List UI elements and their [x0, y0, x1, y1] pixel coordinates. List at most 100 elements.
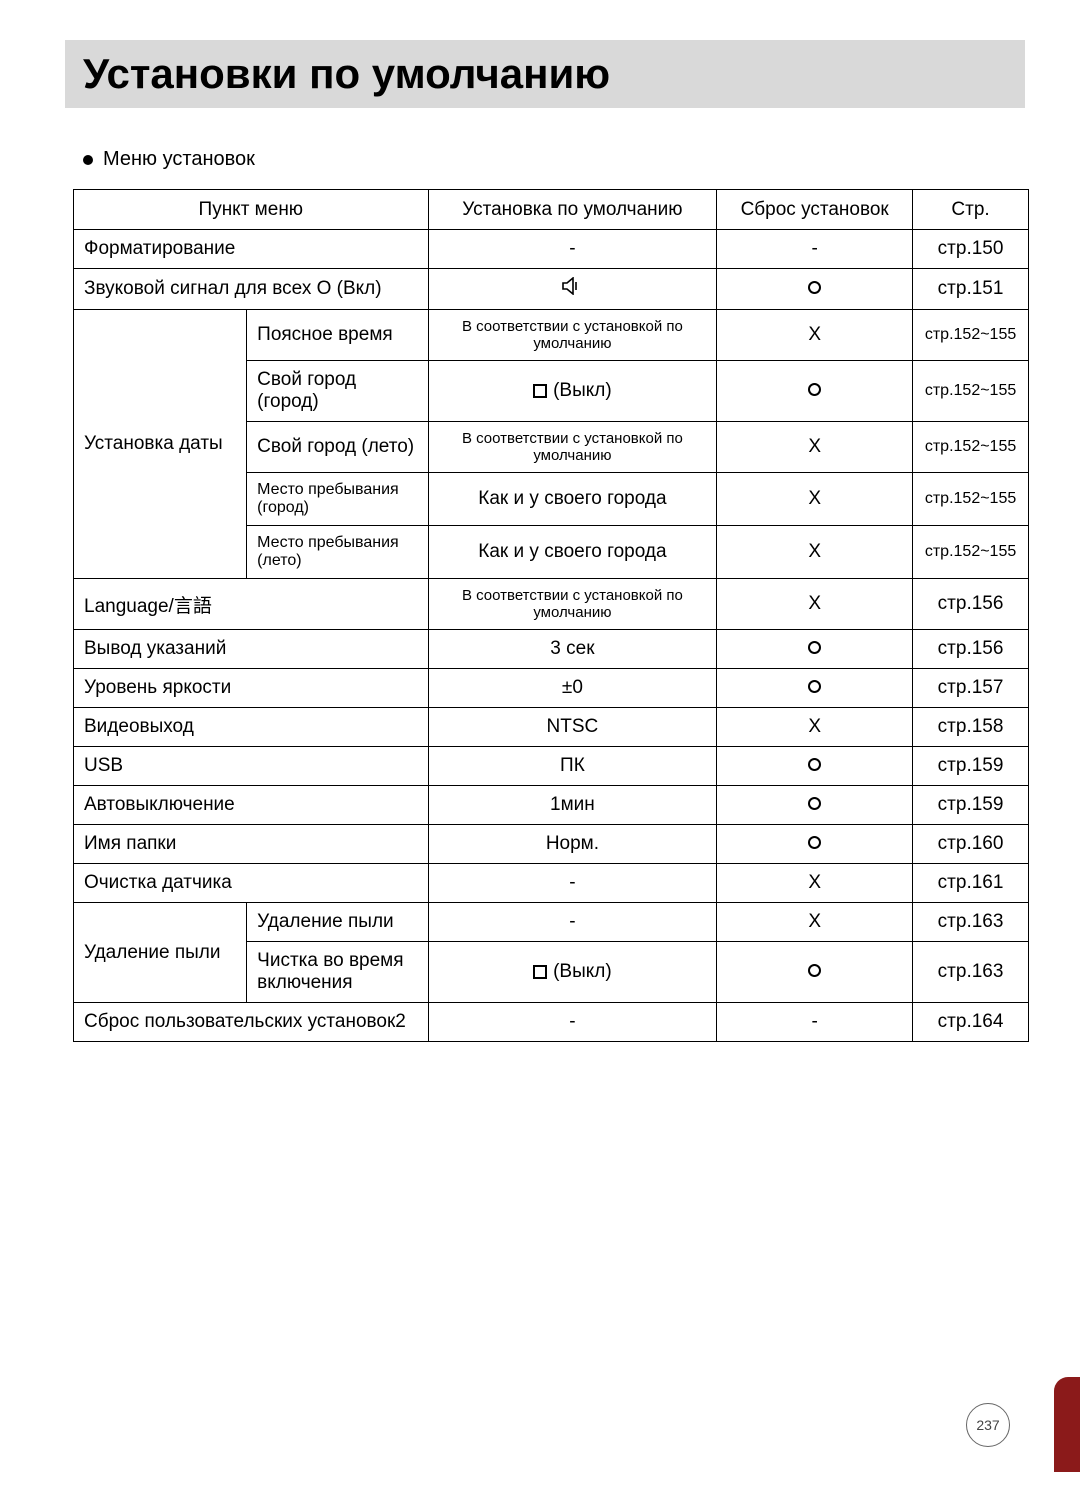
- default-cell: -: [428, 903, 717, 942]
- page-cell: стр.157: [913, 669, 1029, 708]
- menu-cell: Автовыключение: [74, 786, 429, 825]
- table-row: Очистка датчика - X стр.161: [74, 864, 1029, 903]
- settings-table: Пункт меню Установка по умолчанию Сброс …: [73, 189, 1029, 1042]
- page-cell: стр.152~155: [913, 422, 1029, 473]
- page-cell: стр.159: [913, 747, 1029, 786]
- circle-icon: [808, 797, 821, 810]
- page-cell: стр.152~155: [913, 361, 1029, 422]
- page-cell: стр.156: [913, 630, 1029, 669]
- menu-group-cell: Удаление пыли: [74, 903, 247, 1003]
- table-row: Language/言語 В соответствии с установкой …: [74, 579, 1029, 630]
- table-row: Видеовыход NTSC X стр.158: [74, 708, 1029, 747]
- reset-cell: X: [717, 864, 913, 903]
- page-cell: стр.159: [913, 786, 1029, 825]
- table-row: Вывод указаний 3 сек стр.156: [74, 630, 1029, 669]
- reset-cell: [717, 269, 913, 310]
- default-cell: Как и у своего города: [428, 473, 717, 526]
- col-page-header: Стр.: [913, 190, 1029, 230]
- reset-cell: X: [717, 903, 913, 942]
- table-row: Форматирование - - стр.150: [74, 230, 1029, 269]
- page-cell: стр.150: [913, 230, 1029, 269]
- menu-group-cell: Установка даты: [74, 310, 247, 579]
- circle-icon: [808, 383, 821, 396]
- table-row: Сброс пользовательских установок2 - - ст…: [74, 1003, 1029, 1042]
- square-icon: [533, 384, 547, 398]
- default-cell: В соответствии с установкой по умолчанию: [428, 579, 717, 630]
- menu-cell: Сброс пользовательских установок2: [74, 1003, 429, 1042]
- menu-cell: Очистка датчика: [74, 864, 429, 903]
- menu-cell: Имя папки: [74, 825, 429, 864]
- table-row: Удаление пыли Удаление пыли - X стр.163: [74, 903, 1029, 942]
- page-cell: стр.152~155: [913, 310, 1029, 361]
- reset-cell: [717, 669, 913, 708]
- default-cell: Как и у своего города: [428, 526, 717, 579]
- col-reset-header: Сброс установок: [717, 190, 913, 230]
- submenu-cell: Удаление пыли: [247, 903, 428, 942]
- page-cell: стр.164: [913, 1003, 1029, 1042]
- default-cell: -: [428, 864, 717, 903]
- table-row: Звуковой сигнал для всех O (Вкл) стр.151: [74, 269, 1029, 310]
- circle-icon: [808, 836, 821, 849]
- page-cell: стр.160: [913, 825, 1029, 864]
- square-icon: [533, 965, 547, 979]
- submenu-cell: Место пребывания (город): [247, 473, 428, 526]
- table-row: Уровень яркости ±0 стр.157: [74, 669, 1029, 708]
- menu-cell: USB: [74, 747, 429, 786]
- default-cell: ±0: [428, 669, 717, 708]
- menu-cell: Вывод указаний: [74, 630, 429, 669]
- submenu-cell: Место пребывания (лето): [247, 526, 428, 579]
- reset-cell: [717, 361, 913, 422]
- default-cell: (Выкл): [428, 942, 717, 1003]
- page-cell: стр.152~155: [913, 473, 1029, 526]
- circle-icon: [808, 758, 821, 771]
- default-cell: ПК: [428, 747, 717, 786]
- page-cell: стр.163: [913, 942, 1029, 1003]
- circle-icon: [808, 680, 821, 693]
- edge-tab: [1054, 1377, 1080, 1472]
- default-cell: -: [428, 1003, 717, 1042]
- default-cell: 1мин: [428, 786, 717, 825]
- table-header-row: Пункт меню Установка по умолчанию Сброс …: [74, 190, 1029, 230]
- page-cell: стр.163: [913, 903, 1029, 942]
- menu-cell: Форматирование: [74, 230, 429, 269]
- default-cell: В соответствии с установкой по умолчанию: [428, 310, 717, 361]
- table-row: Автовыключение 1мин стр.159: [74, 786, 1029, 825]
- table-row: Установка даты Поясное время В соответст…: [74, 310, 1029, 361]
- section-label: Меню установок: [83, 148, 1025, 171]
- reset-cell: X: [717, 473, 913, 526]
- menu-cell: Звуковой сигнал для всех O (Вкл): [74, 269, 429, 310]
- menu-cell: Language/言語: [74, 579, 429, 630]
- reset-cell: X: [717, 310, 913, 361]
- circle-icon: [808, 964, 821, 977]
- reset-cell: [717, 825, 913, 864]
- reset-cell: [717, 630, 913, 669]
- default-cell: -: [428, 230, 717, 269]
- table-row: Имя папки Норм. стр.160: [74, 825, 1029, 864]
- page-root: Установки по умолчанию Меню установок Пу…: [0, 0, 1080, 1507]
- speaker-icon: [562, 277, 582, 295]
- circle-icon: [808, 641, 821, 654]
- reset-cell: X: [717, 422, 913, 473]
- page-cell: стр.151: [913, 269, 1029, 310]
- page-cell: стр.152~155: [913, 526, 1029, 579]
- page-cell: стр.161: [913, 864, 1029, 903]
- col-menu-header: Пункт меню: [74, 190, 429, 230]
- default-cell: В соответствии с установкой по умолчанию: [428, 422, 717, 473]
- reset-cell: [717, 747, 913, 786]
- col-default-header: Установка по умолчанию: [428, 190, 717, 230]
- reset-cell: -: [717, 230, 913, 269]
- submenu-cell: Чистка во время включения: [247, 942, 428, 1003]
- default-cell: 3 сек: [428, 630, 717, 669]
- reset-cell: X: [717, 708, 913, 747]
- default-cell: (Выкл): [428, 361, 717, 422]
- page-number-badge: 237: [966, 1403, 1010, 1447]
- table-row: USB ПК стр.159: [74, 747, 1029, 786]
- reset-cell: -: [717, 1003, 913, 1042]
- bullet-icon: [83, 155, 93, 165]
- reset-cell: X: [717, 579, 913, 630]
- default-text: (Выкл): [553, 380, 612, 401]
- submenu-cell: Поясное время: [247, 310, 428, 361]
- page-cell: стр.158: [913, 708, 1029, 747]
- circle-icon: [808, 281, 821, 294]
- submenu-cell: Свой город (город): [247, 361, 428, 422]
